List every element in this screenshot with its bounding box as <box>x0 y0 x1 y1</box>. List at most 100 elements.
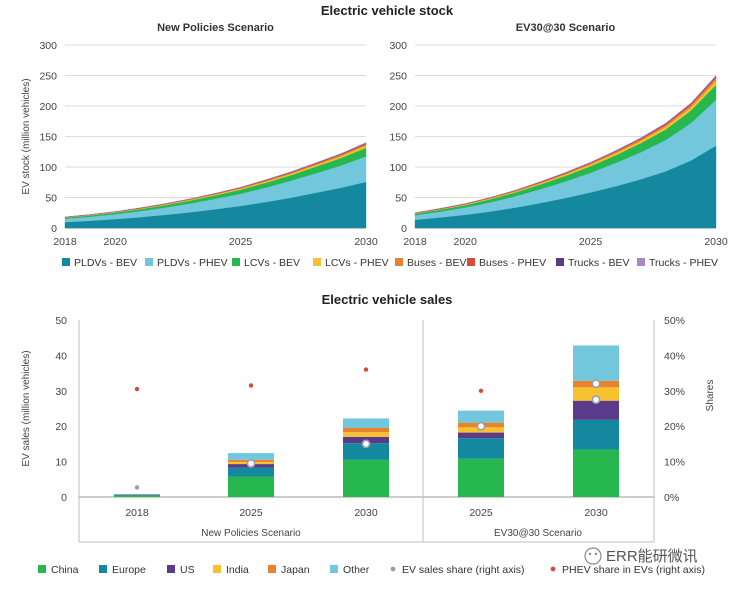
stock-y-tick-label: 50 <box>45 193 57 205</box>
phev-share-marker <box>248 383 254 388</box>
phev-share-marker <box>478 388 484 393</box>
sales-y-tick-label: 50 <box>55 315 67 327</box>
stock-y-tick-label: 100 <box>39 162 57 174</box>
sales-legend: China Europe US India Japan Other EV sales sha… <box>38 564 705 576</box>
stock-y-tick-label: 200 <box>389 101 407 113</box>
watermark: ERR能研微讯 <box>584 547 698 565</box>
sales-y-tick-label: 10 <box>55 457 67 469</box>
stock-x-tick-label: 2020 <box>103 236 127 248</box>
sales-y2-tick-label: 10% <box>664 457 685 469</box>
sales-legend-swatch <box>330 565 338 573</box>
stock-legend-swatch <box>395 258 403 266</box>
sales-legend-swatch <box>213 565 221 573</box>
stock-y-tick-label: 300 <box>389 40 407 52</box>
sales-group-label: EV30@30 Scenario <box>494 528 582 539</box>
sales-legend-marker <box>550 566 556 572</box>
sales-legend-label: Other <box>343 564 370 576</box>
stock-chart-title: Electric vehicle stock <box>321 3 454 18</box>
stock-y-tick-label: 0 <box>51 223 57 235</box>
stock-y-tick-label: 100 <box>389 162 407 174</box>
stock-y-tick-label: 150 <box>39 132 57 144</box>
stock-y-tick-label: 150 <box>389 132 407 144</box>
stock-legend-label: LCVs - BEV <box>244 257 300 269</box>
ev-sales-share-marker <box>476 421 486 431</box>
sales-bar-europe <box>228 467 274 477</box>
wechat-icon-eye-right <box>594 552 598 556</box>
sales-y2-tick-label: 50% <box>664 315 685 327</box>
stock-y-tick-label: 0 <box>401 223 407 235</box>
stock-area-trucks-phev <box>414 74 717 214</box>
stock-area-trucks-phev <box>64 142 367 218</box>
sales-legend-swatch <box>38 565 46 573</box>
stock-legend-label: Buses - BEV <box>407 257 467 269</box>
sales-bar-other <box>573 345 619 381</box>
sales-y2-tick-label: 40% <box>664 350 685 362</box>
stock-x-tick-label: 2025 <box>229 236 253 248</box>
sales-bar-other <box>228 453 274 460</box>
sales-x-tick-label: 2025 <box>239 507 263 519</box>
sales-bar-india <box>573 387 619 401</box>
sales-x-tick-label: 2025 <box>469 507 493 519</box>
sales-legend-label: US <box>180 564 195 576</box>
sales-legend-swatch <box>268 565 276 573</box>
sales-legend-label: China <box>51 564 79 576</box>
sales-legend-swatch <box>167 565 175 573</box>
sales-group-label: New Policies Scenario <box>201 528 301 539</box>
stock-x-tick-label: 2018 <box>403 236 427 248</box>
sales-x-tick-label: 2030 <box>354 507 378 519</box>
sales-bar-europe <box>573 419 619 450</box>
sales-bar-india <box>343 432 389 437</box>
stock-x-tick-label: 2030 <box>704 236 728 248</box>
sales-legend-swatch <box>99 565 107 573</box>
stock-legend-label: PLDVs - BEV <box>74 257 137 269</box>
ev-sales-share-marker <box>591 395 601 405</box>
stock-y-axis-label: EV stock (million vehicles) <box>21 78 32 194</box>
sales-bar-europe <box>114 494 160 496</box>
sales-bar-japan <box>343 427 389 433</box>
sales-chart-title: Electric vehicle sales <box>322 292 453 307</box>
sales-bar-us <box>458 432 504 439</box>
sales-bar-us <box>573 400 619 420</box>
sales-bar-other <box>458 410 504 423</box>
stock-legend-swatch <box>145 258 153 266</box>
stock-x-tick-label: 2018 <box>53 236 77 248</box>
phev-share-marker <box>363 367 369 372</box>
ev-sales-share-marker <box>591 379 601 389</box>
stock-legend-label: PLDVs - PHEV <box>157 257 228 269</box>
sales-bar-china <box>573 449 619 497</box>
wechat-icon <box>584 547 602 565</box>
stock-area-charts: 0 50 100 150 200 250 300 2018 2020 2025 2030 New Po… <box>21 22 728 248</box>
sales-bar-china <box>343 459 389 497</box>
stock-legend-swatch <box>556 258 564 266</box>
stock-panel-title: New Policies Scenario <box>157 22 274 34</box>
stock-y-tick-label: 300 <box>39 40 57 52</box>
stock-y-tick-label: 200 <box>39 101 57 113</box>
wechat-icon-eye-left <box>588 552 592 556</box>
stock-x-tick-label: 2030 <box>354 236 378 248</box>
stock-y-tick-label: 250 <box>389 71 407 83</box>
stock-legend-swatch <box>313 258 321 266</box>
ev-sales-share-marker <box>134 485 140 490</box>
sales-legend-label: Europe <box>112 564 146 576</box>
sales-x-tick-label: 2018 <box>125 507 149 519</box>
sales-bar-europe <box>343 443 389 460</box>
sales-legend-label: EV sales share (right axis) <box>402 564 525 576</box>
sales-y2-tick-label: 20% <box>664 421 685 433</box>
stock-legend-label: Buses - PHEV <box>479 257 546 269</box>
sales-bar-other <box>343 418 389 428</box>
stock-legend-label: Trucks - BEV <box>568 257 629 269</box>
sales-legend-marker <box>390 566 396 572</box>
sales-legend-label: PHEV share in EVs (right axis) <box>562 564 705 576</box>
stock-y-tick-label: 50 <box>395 193 407 205</box>
stock-legend-swatch <box>232 258 240 266</box>
sales-y-axis-label: EV sales (million vehicles) <box>21 350 32 466</box>
sales-bar-china <box>114 495 160 497</box>
stock-legend-swatch <box>637 258 645 266</box>
sales-y2-tick-label: 30% <box>664 386 685 398</box>
phev-share-marker <box>134 386 140 392</box>
watermark-text: ERR能研微讯 <box>606 548 698 565</box>
stock-x-tick-label: 2020 <box>453 236 477 248</box>
sales-bar-china <box>228 476 274 497</box>
sales-y-tick-label: 40 <box>55 350 67 362</box>
